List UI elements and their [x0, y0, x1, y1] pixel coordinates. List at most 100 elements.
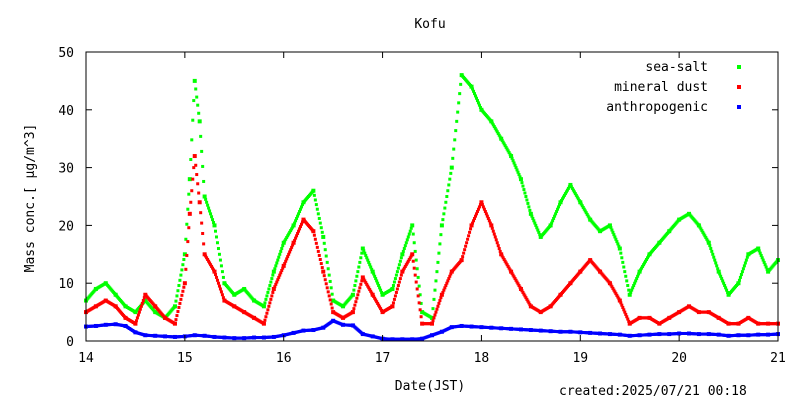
data-point-interp — [195, 173, 199, 177]
data-point-interp — [206, 258, 210, 262]
data-point-interp — [196, 182, 200, 186]
data-point-interp — [743, 261, 747, 265]
data-point-interp — [284, 259, 288, 263]
data-point-interp — [587, 331, 591, 335]
data-point-interp — [720, 277, 724, 281]
data-point-interp — [414, 258, 418, 262]
data-point-interp — [548, 329, 552, 333]
data-point-interp — [215, 278, 219, 282]
data-point-interp — [152, 334, 156, 338]
data-point-interp — [210, 215, 214, 219]
data-point-interp — [261, 336, 265, 340]
data-point-interp — [212, 268, 216, 272]
data-point-interp — [416, 294, 420, 298]
data-point-interp — [666, 230, 670, 234]
data-point-interp — [287, 232, 291, 236]
data-point-interp — [465, 241, 469, 245]
data-point-interp — [202, 179, 206, 183]
data-point-interp — [726, 321, 730, 325]
data-point-interp — [191, 118, 195, 122]
data-point-interp — [208, 209, 212, 213]
created-timestamp: created:2025/07/21 00:18 — [559, 384, 747, 399]
data-point-interp — [405, 238, 409, 242]
data-point-interp — [614, 292, 618, 296]
data-point-interp — [103, 299, 107, 303]
data-point-interp — [501, 140, 505, 144]
data-point-interp — [113, 304, 117, 308]
data-point-interp — [290, 227, 294, 231]
data-point-interp — [211, 218, 215, 222]
data-point-interp — [264, 315, 268, 319]
data-point-interp — [634, 279, 638, 283]
data-point-interp — [755, 333, 759, 337]
data-point-interp — [755, 321, 759, 325]
data-point-interp — [281, 333, 285, 337]
data-point-interp — [504, 261, 508, 265]
data-point-interp — [558, 294, 562, 298]
data-point-interp — [745, 333, 749, 337]
data-point-interp — [487, 219, 491, 223]
data-point-interp — [214, 275, 218, 279]
data-point-interp — [208, 261, 212, 265]
y-tick-label: 30 — [58, 162, 74, 177]
data-point-interp — [182, 334, 186, 338]
legend-swatch — [737, 85, 741, 89]
data-point-interp — [497, 247, 501, 251]
data-point — [202, 194, 207, 199]
data-point — [617, 298, 622, 303]
data-point-interp — [711, 252, 715, 256]
data-point-interp — [357, 265, 361, 269]
data-point-interp — [296, 231, 300, 235]
data-point-interp — [394, 273, 398, 277]
data-point-interp — [527, 301, 531, 305]
data-point — [558, 200, 563, 205]
data-point-interp — [632, 284, 636, 288]
data-point-interp — [516, 282, 520, 286]
data-point-interp — [451, 156, 455, 160]
data-point-interp — [456, 110, 460, 114]
data-point-interp — [597, 228, 601, 232]
data-point-interp — [437, 301, 441, 305]
y-tick-label: 10 — [58, 277, 74, 292]
data-point-interp — [330, 292, 334, 296]
series-anthropogenic — [84, 318, 780, 342]
data-point-interp — [298, 210, 302, 214]
data-point-interp — [360, 251, 364, 255]
data-point-interp — [355, 274, 359, 278]
data-point-interp — [488, 221, 492, 225]
data-point-interp — [194, 87, 198, 91]
data-point-interp — [574, 193, 578, 197]
data-point-interp — [612, 288, 616, 292]
data-point-interp — [295, 216, 299, 220]
data-point-interp — [526, 201, 530, 205]
data-point-interp — [402, 266, 406, 270]
data-point-interp — [521, 184, 525, 188]
data-point-interp — [619, 251, 623, 255]
data-point-interp — [409, 254, 413, 258]
data-point-interp — [310, 190, 314, 194]
data-point-interp — [644, 259, 648, 263]
data-point-interp — [716, 267, 720, 271]
data-point-interp — [477, 103, 481, 107]
data-point-interp — [466, 237, 470, 241]
data-point-interp — [621, 305, 625, 309]
data-point-interp — [616, 295, 620, 299]
data-point-interp — [476, 207, 480, 211]
data-point-interp — [513, 277, 517, 281]
data-point-interp — [184, 237, 188, 241]
data-point-interp — [494, 128, 498, 132]
data-point-interp — [548, 225, 552, 229]
data-point-interp — [202, 334, 206, 338]
data-point-interp — [437, 251, 441, 255]
data-point-interp — [417, 284, 421, 288]
data-point-interp — [275, 280, 279, 284]
data-point-interp — [370, 291, 374, 295]
data-point-interp — [565, 188, 569, 192]
data-point-interp — [715, 264, 719, 268]
data-point-interp — [444, 200, 448, 204]
data-point-interp — [291, 243, 295, 247]
data-point-interp — [446, 189, 450, 193]
data-point-interp — [177, 284, 181, 288]
data-point — [187, 211, 192, 216]
data-point-interp — [363, 251, 367, 255]
